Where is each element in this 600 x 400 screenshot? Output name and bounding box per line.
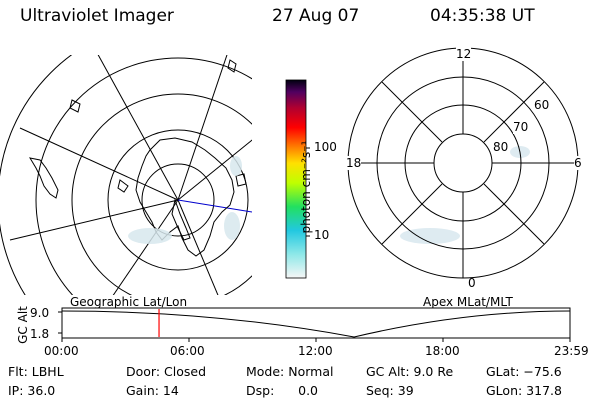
altitude-xtick-0: 00:00 bbox=[44, 344, 79, 358]
uv-emission bbox=[128, 146, 530, 244]
lat-circle bbox=[107, 129, 249, 271]
coastline bbox=[28, 157, 59, 199]
mlt-line-diag bbox=[381, 183, 443, 245]
magnetic-caption: Apex MLat/MLT bbox=[423, 295, 513, 309]
meridian bbox=[97, 55, 179, 201]
filter-info: Flt: LBHL bbox=[8, 364, 64, 379]
lat-label-80: 80 bbox=[493, 140, 509, 154]
mlt-line-diag bbox=[483, 81, 545, 143]
magnetic-meridian bbox=[177, 199, 252, 213]
gain-info: Gain: 14 bbox=[126, 383, 179, 398]
coastline bbox=[135, 137, 235, 257]
altitude-xtick-1: 06:00 bbox=[170, 344, 205, 358]
mlt-label-18: 18 bbox=[346, 156, 362, 170]
mlt-line-diag bbox=[483, 183, 545, 245]
altitude-xtick-3: 18:00 bbox=[425, 344, 460, 358]
coastline bbox=[69, 99, 81, 113]
meridian bbox=[177, 199, 219, 295]
meridian bbox=[19, 127, 179, 201]
coastline bbox=[117, 179, 129, 193]
colorbar-tick-10: 10 bbox=[314, 228, 330, 242]
mlt-label-12: 12 bbox=[456, 47, 472, 61]
mlt-label-0: 0 bbox=[468, 276, 476, 290]
door-info: Door: Closed bbox=[126, 364, 207, 379]
seq-info: Seq: 39 bbox=[366, 383, 414, 398]
date-label: 27 Aug 07 bbox=[272, 6, 360, 26]
colorbar bbox=[285, 79, 307, 279]
mode-info: Mode: Normal bbox=[246, 364, 334, 379]
altitude-ylabel: GC Alt bbox=[16, 306, 30, 344]
coastline bbox=[171, 198, 191, 241]
geographic-caption: Geographic Lat/Lon bbox=[70, 295, 188, 309]
glat-info: GLat: −75.6 bbox=[486, 364, 562, 379]
ip-info: IP: 36.0 bbox=[8, 383, 56, 398]
lat-circle bbox=[71, 93, 252, 295]
instrument-title: Ultraviolet Imager bbox=[20, 6, 174, 26]
mlt-label-6: 6 bbox=[574, 156, 582, 170]
altitude-xtick-4: 23:59 bbox=[554, 344, 589, 358]
coastline bbox=[235, 173, 247, 187]
glon-info: GLon: 317.8 bbox=[486, 383, 562, 398]
mlt-line-diag bbox=[381, 81, 443, 143]
meridian bbox=[112, 199, 179, 295]
altitude-xtick-2: 12:00 bbox=[298, 344, 333, 358]
lat-circle bbox=[35, 57, 252, 295]
mlat-circle-80 bbox=[433, 133, 493, 193]
lat-label-70: 70 bbox=[513, 120, 529, 134]
lat-label-60: 60 bbox=[534, 98, 550, 112]
dsp-info: Dsp: 0.0 bbox=[246, 383, 319, 398]
meridian bbox=[177, 55, 228, 201]
meridian bbox=[9, 199, 179, 241]
meridian bbox=[177, 139, 252, 201]
coastline bbox=[227, 59, 237, 73]
gcalt-info: GC Alt: 9.0 Re bbox=[366, 364, 454, 379]
time-label: 04:35:38 UT bbox=[430, 6, 535, 26]
altitude-ytick-9: 9.0 bbox=[30, 306, 50, 320]
lat-circle bbox=[141, 163, 215, 237]
altitude-ytick-1.8: 1.8 bbox=[30, 327, 50, 341]
colorbar-tick-100: 100 bbox=[314, 140, 337, 154]
colorbar-unit-label: photon cm⁻²s⁻¹ bbox=[299, 140, 313, 234]
